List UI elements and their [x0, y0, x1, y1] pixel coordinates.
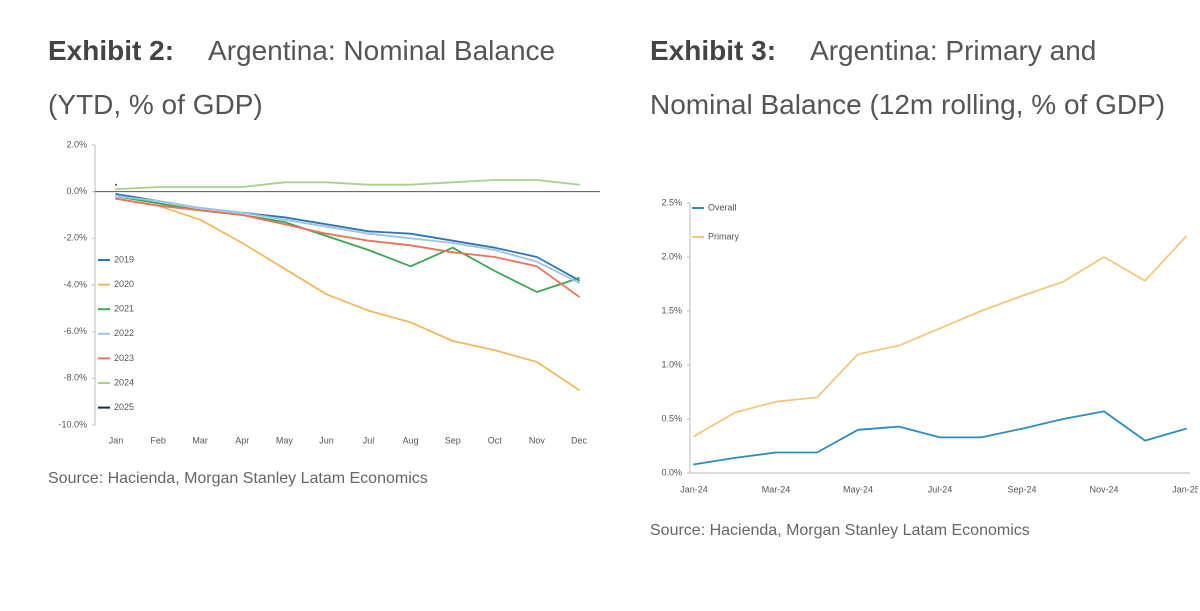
y-tick-label: -2.0%	[63, 233, 87, 243]
x-tick-label: May	[276, 435, 294, 445]
series-line	[693, 410, 1187, 466]
legend-label: 2021	[114, 304, 134, 314]
x-tick-label: Mar-24	[762, 484, 791, 494]
x-tick-label: Nov-24	[1089, 484, 1118, 494]
series-line	[115, 179, 580, 191]
y-tick-label: 0.0%	[661, 467, 682, 477]
exhibit-number: Exhibit 2:	[48, 35, 175, 66]
source-note: Source: Hacienda, Morgan Stanley Latam E…	[48, 470, 428, 487]
x-tick-label: Feb	[150, 435, 166, 445]
x-tick-label: Sep-24	[1007, 484, 1036, 494]
x-tick-label: Jul	[363, 435, 375, 445]
chart-title: Argentina: Primary and Nominal Balance (…	[650, 35, 1166, 120]
x-tick-label: Sep	[445, 435, 461, 445]
series-line	[693, 235, 1187, 438]
y-tick-label: -6.0%	[63, 326, 87, 336]
y-tick-label: -4.0%	[63, 279, 87, 289]
x-tick-label: Jun	[319, 435, 334, 445]
legend-label: 2025	[114, 402, 134, 412]
exhibit-title: Exhibit 2: Argentina: Nominal Balance (YT…	[48, 24, 623, 132]
y-tick-label: 0.0%	[66, 186, 87, 196]
chart: 0.0% 0.5% 1.0% 1.5% 2.0% 2.5% Jan-24 Mar-24 May-…	[661, 197, 1198, 494]
legend-label: 2023	[114, 353, 134, 363]
x-tick-label: Jan-24	[680, 484, 708, 494]
legend-label: 2024	[114, 377, 134, 387]
series-line	[115, 195, 580, 284]
x-tick-label: Mar	[192, 435, 208, 445]
series-line	[115, 197, 580, 298]
series-line	[115, 197, 580, 391]
y-tick-label: 2.5%	[661, 197, 682, 207]
y-tick-label: 0.5%	[661, 413, 682, 423]
x-tick-label: Nov	[529, 435, 546, 445]
x-tick-label: May-24	[843, 484, 873, 494]
x-tick-label: Jan	[109, 435, 124, 445]
legend-label: 2020	[114, 279, 134, 289]
x-tick-label: Oct	[488, 435, 503, 445]
legend-label: 2022	[114, 328, 134, 338]
y-tick-label: 1.0%	[661, 359, 682, 369]
x-tick-label: Jan-25	[1172, 484, 1198, 494]
x-tick-label: Dec	[571, 435, 588, 445]
y-tick-label: 2.0%	[66, 139, 87, 149]
chart: 2.0% 0.0% -2.0% -4.0% -6.0% -8.0% -10.0% Jan Feb…	[58, 139, 600, 445]
x-tick-label: Apr	[235, 435, 249, 445]
y-tick-label: -8.0%	[63, 373, 87, 383]
y-tick-label: -10.0%	[58, 419, 87, 429]
series-line	[115, 195, 580, 293]
legend-label: Primary	[708, 231, 739, 241]
x-tick-label: Aug	[403, 435, 419, 445]
x-tick-label: Jul-24	[928, 484, 953, 494]
source-note: Source: Hacienda, Morgan Stanley Latam E…	[650, 522, 1030, 539]
y-tick-label: 1.5%	[661, 305, 682, 315]
chart-title: Argentina: Nominal Balance (YTD, % of GD…	[48, 35, 556, 120]
exhibit-number: Exhibit 3:	[650, 35, 777, 66]
legend-label: Overall	[708, 202, 737, 212]
y-tick-label: 2.0%	[661, 251, 682, 261]
exhibit-title: Exhibit 3: Argentina: Primary and Nominal…	[650, 24, 1170, 132]
legend-label: 2019	[114, 254, 134, 264]
